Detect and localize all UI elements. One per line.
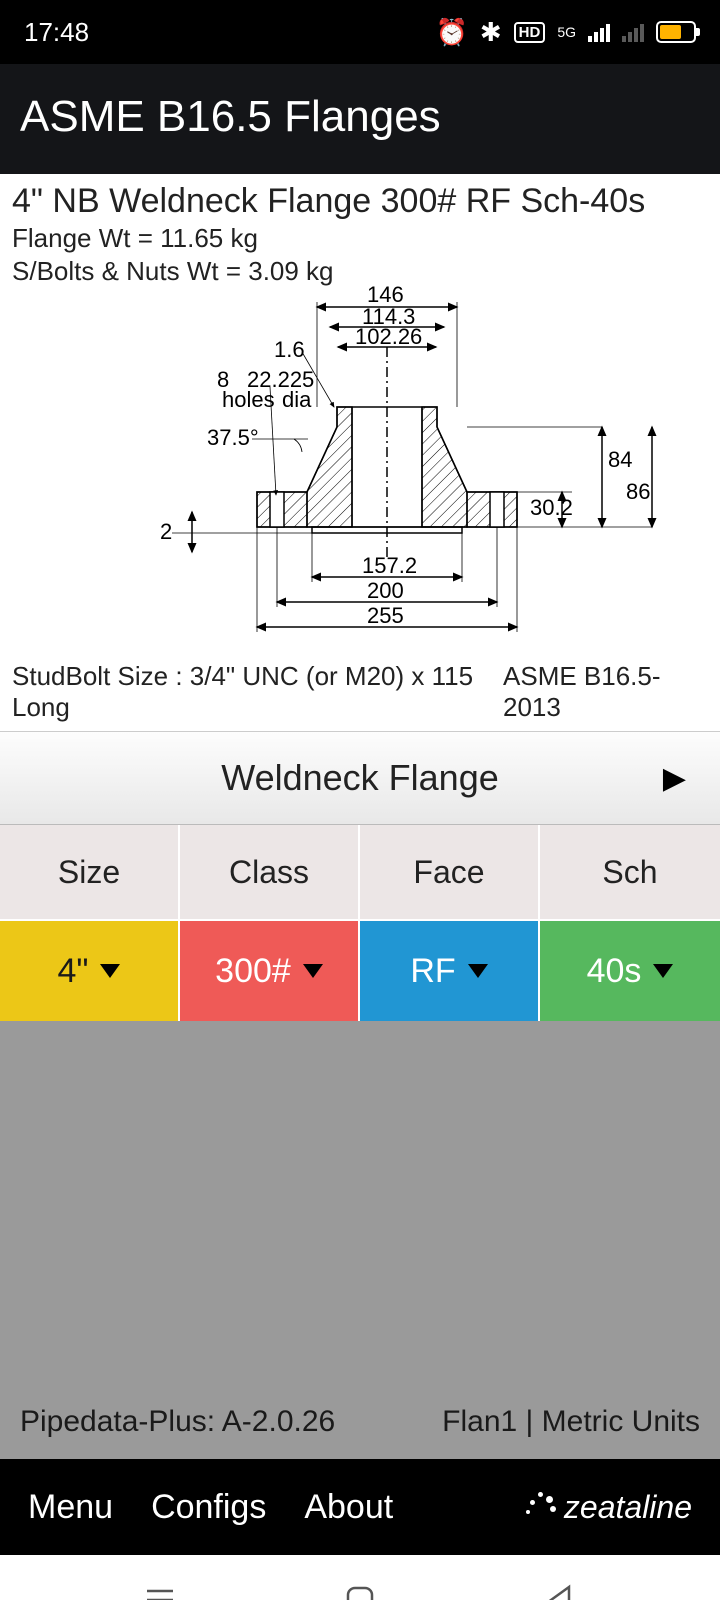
units-label: Flan1 | Metric Units (442, 1405, 700, 1439)
svg-text:86: 86 (626, 479, 650, 504)
chevron-down-icon (100, 964, 120, 978)
dropdown-size[interactable]: 4" (0, 921, 180, 1021)
dropdown-face[interactable]: RF (360, 921, 540, 1021)
configs-button[interactable]: Configs (151, 1488, 266, 1527)
header-sch: Sch (540, 825, 720, 921)
svg-text:37.5°: 37.5° (207, 425, 259, 450)
dropdown-class[interactable]: 300# (180, 921, 360, 1021)
chevron-down-icon (468, 964, 488, 978)
app-title: ASME B16.5 Flanges (20, 92, 441, 141)
app-version: Pipedata-Plus: A-2.0.26 (20, 1405, 335, 1439)
alarm-icon: ⏰ (435, 17, 467, 48)
empty-area (0, 1021, 720, 1391)
brand-name: zeataline (564, 1489, 692, 1526)
recent-apps-icon[interactable] (143, 1583, 177, 1600)
back-icon[interactable] (543, 1583, 577, 1600)
network-label: 5G (557, 24, 576, 40)
chevron-right-icon: ▶ (663, 761, 686, 796)
parameter-grid: Size Class Face Sch 4" 300# RF 40s (0, 825, 720, 1021)
studbolt-info: StudBolt Size : 3/4" UNC (or M20) x 115 … (12, 661, 708, 723)
svg-text:holes: holes (222, 387, 275, 412)
dropdown-sch-value: 40s (587, 952, 642, 991)
brand-logo: zeataline (524, 1489, 692, 1526)
spec-ref: ASME B16.5-2013 (503, 661, 704, 723)
about-button[interactable]: About (304, 1488, 393, 1527)
signal-icon (588, 22, 610, 42)
brand-dots-icon (524, 1490, 558, 1524)
svg-text:157.2: 157.2 (362, 553, 417, 578)
svg-text:2: 2 (160, 519, 172, 544)
dropdown-sch[interactable]: 40s (540, 921, 720, 1021)
dropdown-face-value: RF (410, 952, 455, 991)
signal-icon-2 (622, 22, 644, 42)
status-icons: ⏰ ✱ HD 5G (435, 17, 696, 48)
dropdown-size-value: 4" (58, 952, 89, 991)
app-header: ASME B16.5 Flanges (0, 64, 720, 174)
status-time: 17:48 (24, 17, 89, 48)
home-icon[interactable] (343, 1583, 377, 1600)
svg-text:30.2: 30.2 (530, 495, 573, 520)
header-face: Face (360, 825, 540, 921)
flange-diagram: 146 114.3 102.26 1.6 8 22.225 holes dia … (12, 287, 708, 657)
menu-button[interactable]: Menu (28, 1488, 113, 1527)
studbolt-size: StudBolt Size : 3/4" UNC (or M20) x 115 … (12, 661, 503, 723)
chevron-down-icon (653, 964, 673, 978)
hd-icon: HD (514, 22, 546, 43)
svg-text:1.6: 1.6 (274, 337, 305, 362)
svg-text:dia: dia (282, 387, 312, 412)
flange-weight: Flange Wt = 11.65 kg (12, 223, 708, 254)
flange-type-selector[interactable]: Weldneck Flange ▶ (0, 731, 720, 825)
footer-info: Pipedata-Plus: A-2.0.26 Flan1 | Metric U… (0, 1391, 720, 1459)
dropdown-class-value: 300# (215, 952, 291, 991)
svg-text:102.26: 102.26 (355, 324, 422, 349)
svg-text:255: 255 (367, 603, 404, 628)
bottom-bar: Menu Configs About zeataline (0, 1459, 720, 1555)
android-status-bar: 17:48 ⏰ ✱ HD 5G (0, 0, 720, 64)
battery-icon (656, 21, 696, 43)
bluetooth-icon: ✱ (480, 17, 502, 48)
chevron-down-icon (303, 964, 323, 978)
flange-type-label: Weldneck Flange (221, 757, 499, 799)
header-class: Class (180, 825, 360, 921)
android-nav-bar (0, 1555, 720, 1600)
svg-text:200: 200 (367, 578, 404, 603)
header-size: Size (0, 825, 180, 921)
flange-heading: 4" NB Weldneck Flange 300# RF Sch-40s (12, 182, 708, 221)
content-area: 4" NB Weldneck Flange 300# RF Sch-40s Fl… (0, 174, 720, 723)
svg-text:84: 84 (608, 447, 632, 472)
